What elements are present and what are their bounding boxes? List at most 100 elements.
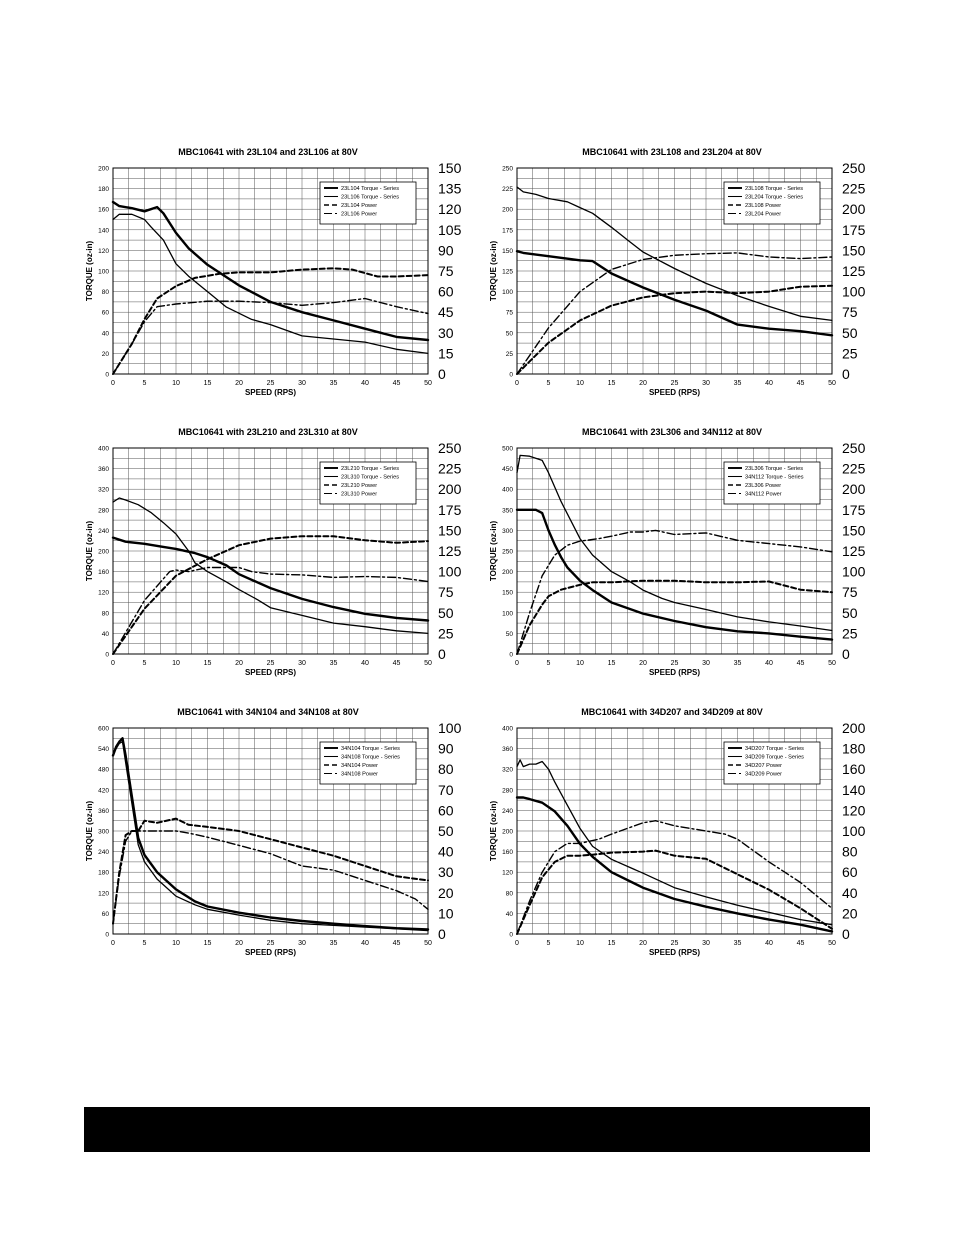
- x-tick-label: 40: [361, 380, 369, 387]
- series-line: [112, 213, 429, 355]
- plot-frame: [112, 727, 429, 935]
- y2-tick-label: 180: [842, 741, 866, 757]
- chart-title: MBC10641 with 23L306 and 34N112 at 80V: [582, 427, 762, 437]
- y-tick-label: 50: [506, 330, 514, 337]
- legend-entry: 34N112 Torque - Series: [745, 475, 804, 481]
- legend-entry: 23L210 Torque - Series: [341, 466, 399, 472]
- legend-entry: 34D209 Torque - Series: [745, 755, 804, 761]
- x-tick-label: 10: [172, 940, 180, 947]
- y2-tick-label: 60: [438, 802, 454, 818]
- x-tick-label: 20: [235, 940, 243, 947]
- y2-tick-label: 200: [438, 481, 462, 497]
- y-tick-label: 200: [98, 549, 109, 556]
- legend-box: [319, 181, 417, 225]
- x-tick-label: 10: [576, 940, 584, 947]
- y2-tick-label: 50: [842, 605, 858, 621]
- y2-tick-label: 0: [842, 926, 850, 942]
- y2-tick-label: 90: [438, 741, 454, 757]
- x-tick-label: 50: [424, 380, 432, 387]
- x-tick-label: 5: [143, 380, 147, 387]
- legend-box: [319, 741, 417, 785]
- series-line: [516, 759, 833, 926]
- y2-tick-label: 60: [842, 864, 858, 880]
- y2-tick-label: 175: [842, 502, 866, 518]
- y-tick-label: 150: [502, 590, 513, 597]
- x-tick-label: 25: [267, 660, 275, 667]
- x-tick-label: 0: [111, 380, 115, 387]
- x-tick-label: 15: [608, 660, 616, 667]
- y-tick-label: 40: [102, 631, 110, 638]
- x-tick-label: 30: [702, 380, 710, 387]
- chart-23l306-34n112: MBC10641 with 23L306 and 34N112 at 80V 0 5…: [472, 420, 902, 700]
- y2-tick-label: 80: [842, 844, 858, 860]
- y-tick-label: 360: [98, 466, 109, 473]
- y-tick-label: 175: [502, 227, 513, 234]
- y2-tick-label: 15: [438, 345, 454, 361]
- y2-tick-label: 50: [438, 823, 454, 839]
- legend-box: [723, 181, 821, 225]
- x-axis-label: SPEED (RPS): [649, 668, 700, 677]
- x-tick-label: 10: [172, 380, 180, 387]
- plot-frame: [112, 447, 429, 655]
- y2-tick-label: 40: [842, 885, 858, 901]
- legend-entry: 23L106 Torque - Series: [341, 195, 399, 201]
- x-tick-label: 10: [576, 660, 584, 667]
- y-tick-label: 240: [502, 808, 513, 815]
- y2-tick-label: 100: [438, 720, 462, 736]
- y2-tick-label: 45: [438, 304, 454, 320]
- y-tick-label: 120: [98, 590, 109, 597]
- x-tick-label: 50: [828, 660, 836, 667]
- x-tick-label: 45: [393, 380, 401, 387]
- footer-bar: [84, 1107, 870, 1152]
- chart-title: MBC10641 with 34N104 and 34N108 at 80V: [177, 707, 359, 717]
- y-tick-label: 180: [98, 186, 109, 193]
- y-tick-label: 200: [98, 166, 109, 173]
- y-tick-label: 0: [509, 932, 513, 939]
- y-tick-label: 100: [98, 269, 109, 276]
- y2-tick-label: 50: [438, 605, 454, 621]
- y2-tick-label: 120: [842, 802, 866, 818]
- series-line: [112, 497, 429, 635]
- x-tick-label: 20: [235, 380, 243, 387]
- y2-tick-label: 125: [438, 543, 462, 559]
- x-tick-label: 40: [361, 660, 369, 667]
- y-tick-label: 500: [502, 446, 513, 453]
- y-tick-label: 280: [502, 787, 513, 794]
- y2-tick-label: 225: [842, 181, 866, 197]
- series-line: [516, 284, 833, 375]
- y-tick-label: 320: [502, 767, 513, 774]
- x-tick-label: 15: [204, 380, 212, 387]
- y2-tick-label: 250: [842, 160, 866, 176]
- legend-entry: 23L310 Power: [341, 492, 377, 498]
- x-tick-label: 35: [734, 380, 742, 387]
- x-tick-label: 15: [204, 660, 212, 667]
- x-tick-label: 0: [111, 940, 115, 947]
- y-tick-label: 40: [102, 330, 110, 337]
- x-tick-label: 25: [671, 380, 679, 387]
- y2-tick-label: 60: [438, 284, 454, 300]
- y-tick-label: 140: [98, 227, 109, 234]
- x-tick-label: 5: [143, 660, 147, 667]
- y2-tick-label: 20: [438, 885, 454, 901]
- plot-frame: [516, 727, 833, 935]
- x-tick-label: 45: [797, 940, 805, 947]
- y2-tick-label: 135: [438, 181, 462, 197]
- x-tick-label: 45: [797, 380, 805, 387]
- series-line: [515, 508, 834, 641]
- x-axis-label: SPEED (RPS): [245, 948, 296, 957]
- series-line: [111, 200, 430, 342]
- y2-tick-label: 200: [842, 201, 866, 217]
- x-tick-label: 50: [424, 940, 432, 947]
- y-tick-label: 450: [502, 466, 513, 473]
- y2-tick-label: 175: [438, 502, 462, 518]
- legend-box: [723, 461, 821, 505]
- legend-entry: 23L104 Power: [341, 203, 377, 209]
- chart-23l210-23l310: MBC10641 with 23L210 and 23L310 at 80V 0 5…: [68, 420, 498, 700]
- y-tick-label: 240: [98, 849, 109, 856]
- y2-tick-label: 30: [438, 864, 454, 880]
- x-tick-label: 5: [547, 940, 551, 947]
- y2-tick-label: 70: [438, 782, 454, 798]
- x-tick-label: 15: [204, 940, 212, 947]
- y-tick-label: 200: [502, 829, 513, 836]
- y2-tick-label: 0: [842, 366, 850, 382]
